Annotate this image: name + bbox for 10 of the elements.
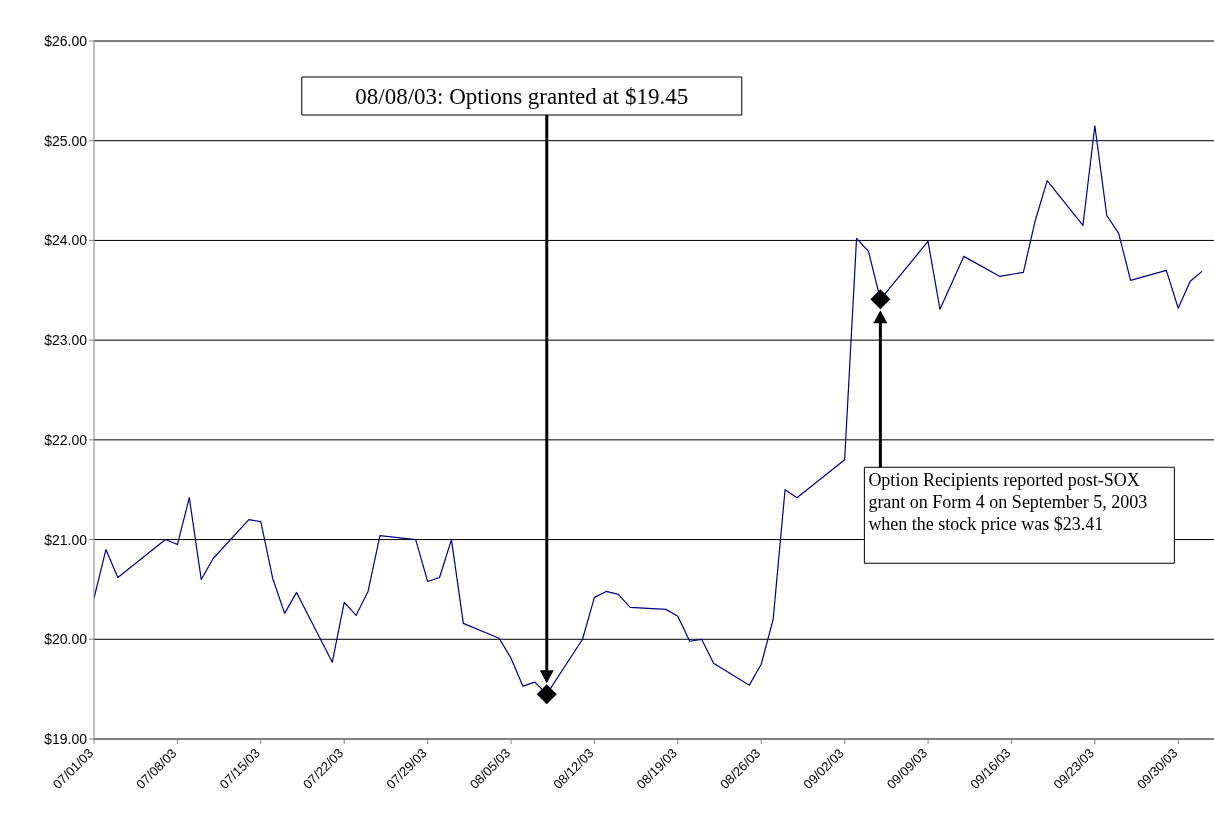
y-tick-label: $19.00: [44, 730, 88, 747]
y-tick-label: $25.00: [44, 132, 88, 149]
y-tick-label: $24.00: [44, 232, 88, 249]
y-tick-label: $26.00: [44, 32, 88, 49]
annotation: Option Recipients reported post-SOX grant on Form 4 on September 5, 2003 when the stock price was $23.41: [867, 469, 1149, 536]
y-tick-label: $22.00: [44, 431, 88, 448]
annotation: 08/08/03: Options granted at $19.45: [355, 84, 689, 109]
y-tick-label: $23.00: [44, 332, 88, 349]
y-tick-label: $20.00: [44, 631, 88, 648]
y-tick-label: $21.00: [44, 531, 88, 548]
